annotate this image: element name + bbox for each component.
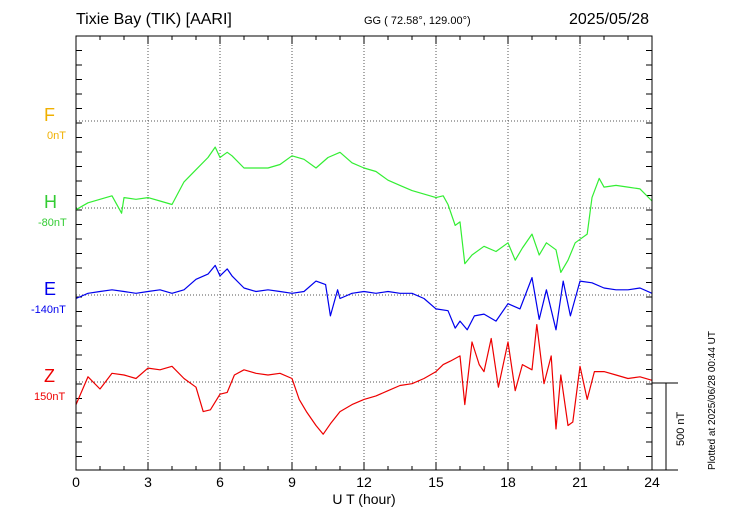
x-tick-label: 0 xyxy=(72,474,80,490)
x-tick-label: 24 xyxy=(644,474,660,490)
station-coordinates: GG ( 72.58°, 129.00°) xyxy=(364,15,471,27)
channel-h-label: H xyxy=(44,192,57,212)
plotted-timestamp: Plotted at 2025/06/28 00:44 UT xyxy=(707,331,718,470)
series-line-h xyxy=(75,146,653,273)
x-tick-label: 6 xyxy=(216,474,224,490)
channel-e-baseline: -140nT xyxy=(31,304,66,316)
x-tick-label: 21 xyxy=(572,474,588,490)
x-tick-label: 3 xyxy=(144,474,152,490)
plot-frame xyxy=(75,35,653,471)
series-line-z xyxy=(75,324,653,435)
channel-h-baseline: -80nT xyxy=(38,217,67,229)
grid xyxy=(75,35,653,470)
x-tick-label: 9 xyxy=(288,474,296,490)
channel-z-baseline: 150nT xyxy=(34,391,66,403)
traces xyxy=(75,146,653,435)
x-tick-label: 15 xyxy=(428,474,444,490)
channel-z-label: Z xyxy=(44,366,55,386)
x-tick-label: 12 xyxy=(356,474,372,490)
channel-f-baseline: 0nT xyxy=(47,130,66,142)
station-title: Tixie Bay (TIK) [AARI] xyxy=(76,11,232,28)
scale-bar xyxy=(652,382,678,471)
plot-date: 2025/05/28 xyxy=(569,11,650,28)
channel-f-label: F xyxy=(44,105,55,125)
scale-bar-label: 500 nT xyxy=(675,411,687,446)
x-axis-label: U T (hour) xyxy=(332,491,396,507)
x-tick-label: 18 xyxy=(500,474,516,490)
channel-e-label: E xyxy=(44,279,57,299)
series-line-e xyxy=(75,264,653,331)
